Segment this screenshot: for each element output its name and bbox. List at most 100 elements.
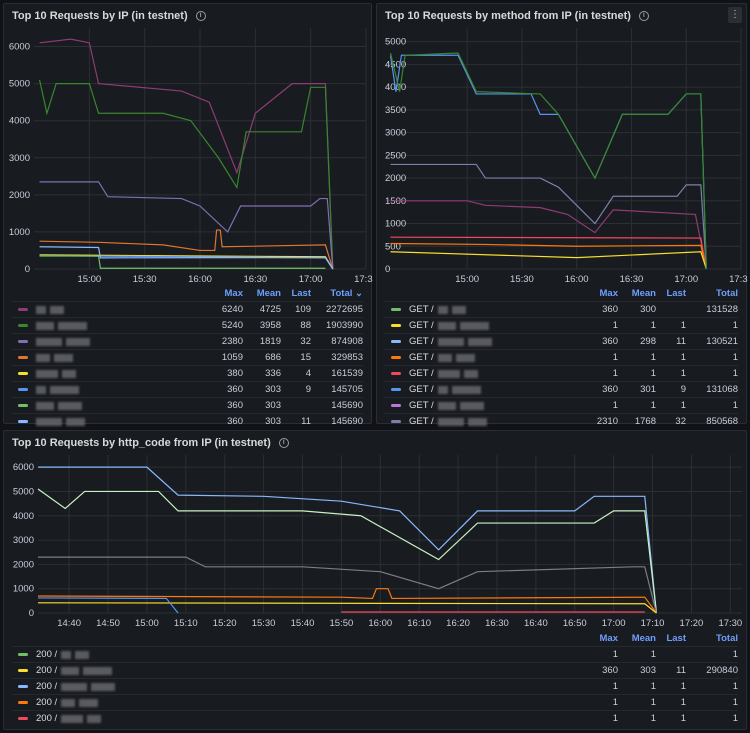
legend-mean: 1 [650,400,656,411]
legend-row[interactable]: GET / 1 1 1 1 [385,317,738,333]
legend-column-header[interactable]: Total [716,632,738,644]
redacted-label [91,682,116,691]
y-tick-label: 4000 [9,116,30,127]
legend-row[interactable]: GET / 360 300 131528 [385,301,738,317]
legend-row[interactable]: GET / 1 1 1 1 [385,397,738,413]
redacted-label [459,401,484,410]
time-series-chart[interactable]: 0500100015002000250030003500400045005000… [377,4,748,294]
time-series-chart[interactable]: 0 1000 2000 3000 4000 5000 6000 14:40 14:50 15:00… [4,431,748,641]
legend-row[interactable]: GET / 360 301 9 131068 [385,381,738,397]
x-tick-label: 16:40 [524,618,548,629]
info-icon[interactable]: i [638,11,649,22]
legend-row[interactable]: 360 303 9 145705 [12,381,363,397]
legend-column-header[interactable]: Last [666,287,686,299]
redacted-label [36,401,54,410]
legend-column-header[interactable]: Mean [256,287,281,299]
series-line [38,79,334,270]
series-color-swatch [391,340,401,343]
series-color-swatch [18,404,28,407]
redacted-label [61,682,88,691]
panel-menu-button[interactable]: ⋮ [728,7,742,23]
legend-row[interactable]: GET / 2310 1768 32 850568 [385,413,738,429]
legend-column-header[interactable]: Max [599,287,618,299]
redacted-label [467,417,487,426]
y-tick-label: 1000 [385,219,406,230]
series-name [12,401,203,410]
series-line [37,488,658,614]
series-line [37,588,657,614]
series-name: GET / [385,320,578,331]
legend-row[interactable]: 1059 686 15 329853 [12,349,363,365]
x-tick-label: 17:00 [602,618,626,629]
panel-requests-by-ip: Top 10 Requests by IP (in testnet) i 0 100… [3,3,373,427]
legend-row[interactable]: 200 / 1 1 1 1 [12,678,738,694]
legend-mean: 3958 [259,320,281,331]
series-name: GET / [385,384,578,395]
redacted-label [437,337,464,346]
series-name: GET / [385,368,578,379]
legend-column-header[interactable]: Last [666,632,686,644]
legend-total: 1 [732,649,738,660]
series-name: GET / [385,416,578,427]
legend-column-header[interactable]: Total [716,287,738,299]
redacted-label [437,385,448,394]
legend-last: 11 [676,336,686,347]
legend-mean: 4725 [259,304,281,315]
redacted-label [50,305,64,314]
legend-max: 380 [227,368,243,379]
legend-row[interactable]: GET / 360 298 11 130521 [385,333,738,349]
panel-requests-by-http-code: Top 10 Requests by http_code from IP (in… [3,430,747,730]
legend-column-header[interactable]: Mean [631,632,656,644]
legend-row[interactable]: 200 / 1 1 1 1 [12,710,738,726]
legend-total: 131068 [706,384,738,395]
legend-column-header[interactable]: Mean [631,287,656,299]
x-tick-label: 15:20 [213,618,237,629]
series-name: 200 / [12,681,578,692]
time-series-chart[interactable]: 0 1000 2000 3000 4000 5000 6000 15:00 15:30 16:00… [4,4,373,294]
legend-row[interactable]: 6240 4725 109 2272695 [12,301,363,317]
legend-column-header[interactable]: Max [224,287,243,299]
series-name: 200 / [12,697,578,708]
legend-column-header[interactable]: Last [291,287,311,299]
legend-total: 145690 [331,400,363,411]
legend-last: 1 [680,400,686,411]
y-tick-label: 4500 [385,59,406,70]
series-color-swatch [18,669,28,672]
legend-header: Max Mean Last Total [12,630,738,646]
y-tick-label: 1000 [9,227,30,238]
info-icon[interactable]: i [195,11,206,22]
series-color-swatch [18,388,28,391]
redacted-label [437,417,464,426]
legend-row[interactable]: 360 303 145690 [12,397,363,413]
info-icon[interactable]: i [278,438,289,449]
series-color-swatch [18,701,28,704]
redacted-label [459,321,489,330]
x-tick-label: 17:30 [354,274,373,285]
legend-max: 360 [602,304,618,315]
legend-row[interactable]: 200 / 1 1 1 [12,646,738,662]
legend-row[interactable]: 5240 3958 88 1903990 [12,317,363,333]
legend-last: 1 [680,368,686,379]
legend-last: 11 [301,416,311,427]
legend-column-header[interactable]: Total ⌄ [330,287,363,299]
legend-row[interactable]: GET / 1 1 1 1 [385,365,738,381]
legend-row[interactable]: 200 / 360 303 11 290840 [12,662,738,678]
legend-row[interactable]: 200 / 1 1 1 1 [12,694,738,710]
legend-mean: 1819 [259,336,281,347]
legend-total: 145690 [331,416,363,427]
legend-column-header[interactable]: Max [599,632,618,644]
legend-mean: 1768 [634,416,656,427]
legend-last: 15 [300,352,311,363]
legend-last: 4 [305,368,311,379]
series-line [390,251,707,270]
legend-row[interactable]: 2380 1819 32 874908 [12,333,363,349]
legend-row[interactable]: 360 303 11 145690 [12,413,363,429]
legend-row[interactable]: GET / 1 1 1 1 [385,349,738,365]
series-name [12,385,203,394]
redacted-label [463,369,478,378]
y-tick-label: 0 [25,264,30,275]
x-tick-label: 15:40 [291,618,315,629]
redacted-label [54,353,73,362]
x-tick-label: 16:30 [485,618,509,629]
legend-row[interactable]: 380 336 4 161539 [12,365,363,381]
